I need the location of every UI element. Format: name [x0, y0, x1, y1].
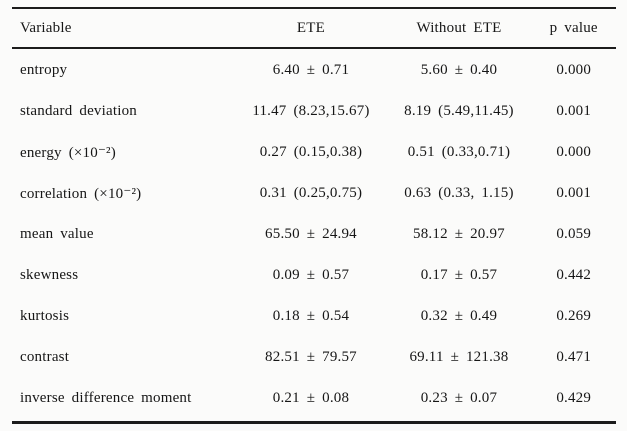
- table-row-inverse-difference-moment: inverse difference moment 0.21 ± 0.08 0.…: [12, 378, 616, 419]
- ete-cell: 82.51 ± 79.57: [265, 349, 357, 365]
- table-row-standard-deviation: standard deviation 11.47 (8.23,15.67) 8.…: [12, 91, 616, 132]
- p-value-cell: 0.269: [556, 308, 592, 324]
- without-ete-cell: 58.12 ± 20.97: [413, 226, 505, 242]
- statistics-table: Variable ETE Without ETE p value entropy…: [12, 7, 616, 424]
- without-ete-cell: 5.60 ± 0.40: [420, 62, 498, 78]
- variable-cell: mean value: [20, 226, 94, 242]
- p-value-cell: 0.001: [556, 185, 592, 201]
- p-value-cell: 0.429: [556, 390, 592, 406]
- table-row-kurtosis: kurtosis 0.18 ± 0.54 0.32 ± 0.49 0.269: [12, 296, 616, 337]
- table-body: entropy 6.40 ± 0.71 5.60 ± 0.40 0.000 st…: [12, 49, 616, 421]
- variable-cell: correlation (×10⁻²): [20, 186, 142, 202]
- table-header-row: Variable ETE Without ETE p value: [12, 9, 616, 49]
- p-value-cell: 0.000: [556, 62, 592, 78]
- header-ete: ETE: [296, 19, 326, 36]
- p-value-cell: 0.000: [556, 144, 592, 160]
- ete-cell: 65.50 ± 24.94: [265, 226, 357, 242]
- variable-cell: standard deviation: [20, 103, 137, 119]
- ete-cell: 6.40 ± 0.71: [272, 62, 350, 78]
- variable-cell: energy (×10⁻²): [20, 145, 116, 161]
- header-p-value: p value: [549, 19, 598, 36]
- ete-cell: 0.18 ± 0.54: [272, 308, 350, 324]
- table-row-contrast: contrast 82.51 ± 79.57 69.11 ± 121.38 0.…: [12, 337, 616, 378]
- ete-cell: 0.31 (0.25,0.75): [259, 185, 363, 201]
- without-ete-cell: 8.19 (5.49,11.45): [404, 103, 514, 119]
- ete-cell: 0.21 ± 0.08: [272, 390, 350, 406]
- table-row-correlation: correlation (×10⁻²) 0.31 (0.25,0.75) 0.6…: [12, 173, 616, 214]
- ete-cell: 0.27 (0.15,0.38): [259, 144, 363, 160]
- without-ete-cell: 0.63 (0.33, 1.15): [404, 185, 514, 201]
- table-row-energy: energy (×10⁻²) 0.27 (0.15,0.38) 0.51 (0.…: [12, 132, 616, 173]
- header-variable: Variable: [20, 19, 72, 36]
- without-ete-cell: 69.11 ± 121.38: [409, 349, 509, 365]
- without-ete-cell: 0.32 ± 0.49: [420, 308, 498, 324]
- variable-cell: kurtosis: [20, 308, 70, 324]
- ete-cell: 0.09 ± 0.57: [272, 267, 350, 283]
- p-value-cell: 0.001: [556, 103, 592, 119]
- variable-cell: skewness: [20, 267, 79, 283]
- table-row-skewness: skewness 0.09 ± 0.57 0.17 ± 0.57 0.442: [12, 255, 616, 296]
- variable-cell: entropy: [20, 62, 68, 78]
- header-without-ete: Without ETE: [416, 19, 502, 36]
- p-value-cell: 0.059: [556, 226, 592, 242]
- without-ete-cell: 0.17 ± 0.57: [420, 267, 498, 283]
- p-value-cell: 0.471: [556, 349, 592, 365]
- p-value-cell: 0.442: [556, 267, 592, 283]
- ete-cell: 11.47 (8.23,15.67): [252, 103, 370, 119]
- table-row-entropy: entropy 6.40 ± 0.71 5.60 ± 0.40 0.000: [12, 50, 616, 91]
- variable-cell: inverse difference moment: [20, 390, 192, 406]
- table-row-mean-value: mean value 65.50 ± 24.94 58.12 ± 20.97 0…: [12, 214, 616, 255]
- without-ete-cell: 0.51 (0.33,0.71): [407, 144, 511, 160]
- without-ete-cell: 0.23 ± 0.07: [420, 390, 498, 406]
- variable-cell: contrast: [20, 349, 70, 365]
